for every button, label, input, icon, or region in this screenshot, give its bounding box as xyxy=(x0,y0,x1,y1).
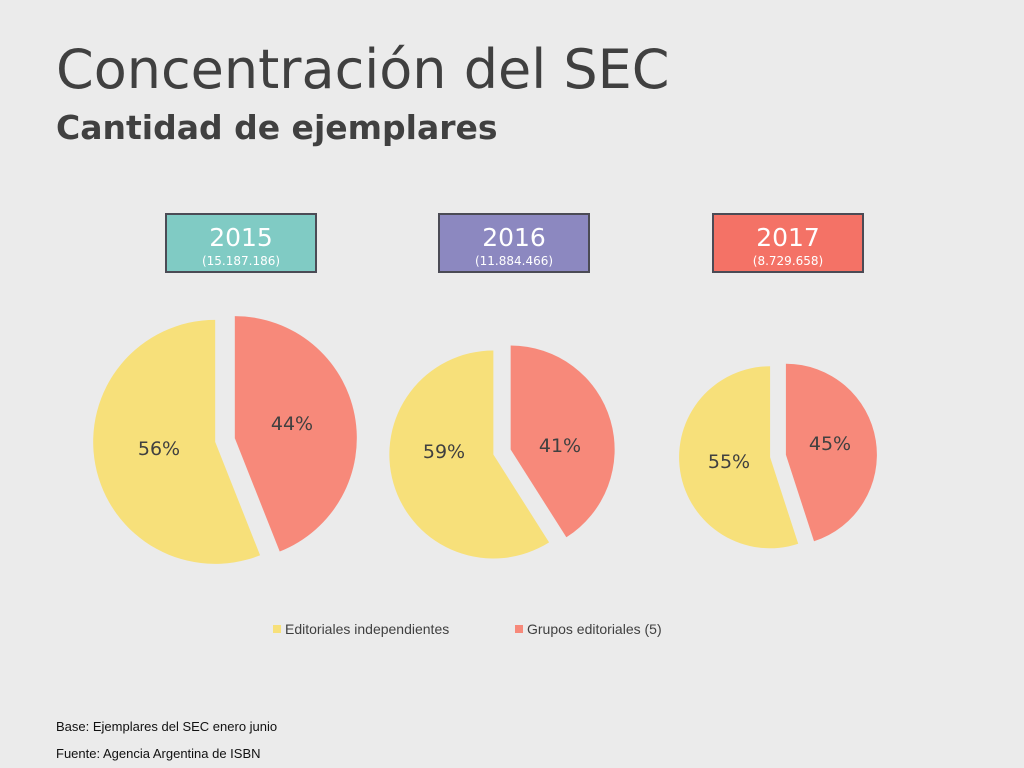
pie-label-2016-independientes: 59% xyxy=(423,441,465,463)
year-label: 2016 xyxy=(482,223,546,252)
pie-slice-2016-independientes xyxy=(389,350,550,559)
pie-label-2015-independientes: 56% xyxy=(138,438,180,460)
year-label: 2017 xyxy=(756,223,820,252)
year-header-2016: 2016 (11.884.466) xyxy=(438,213,590,273)
pie-label-2016-grupos: 41% xyxy=(539,435,581,457)
year-total: (11.884.466) xyxy=(474,254,554,268)
pie-label-2015-grupos: 44% xyxy=(271,413,313,435)
pie-slice-2016-grupos xyxy=(510,345,615,538)
year-header-2015: 2015 (15.187.186) xyxy=(165,213,317,273)
legend-swatch-independientes xyxy=(273,625,281,634)
legend-label: Editoriales independientes xyxy=(285,621,450,637)
page-subtitle: Cantidad de ejemplares xyxy=(56,108,498,147)
legend-item-grupos: Grupos editoriales (5) xyxy=(515,618,662,640)
year-header-2017: 2017 (8.729.658) xyxy=(712,213,864,273)
footnote-base: Base: Ejemplares del SEC enero junio xyxy=(56,719,278,734)
pie-label-2017-grupos: 45% xyxy=(809,433,851,455)
pie-slice-2015-independientes xyxy=(93,319,261,564)
pie-slice-2017-grupos xyxy=(785,363,877,542)
year-total: (8.729.658) xyxy=(752,254,824,268)
legend-item-independientes: Editoriales independientes xyxy=(273,618,449,640)
page-title: Concentración del SEC xyxy=(56,38,670,101)
legend-swatch-grupos xyxy=(515,625,523,634)
footnote-source: Fuente: Agencia Argentina de ISBN xyxy=(56,746,261,761)
pie-slice-2017-independientes xyxy=(679,366,799,549)
year-total: (15.187.186) xyxy=(201,254,281,268)
pie-label-2017-independientes: 55% xyxy=(708,451,750,473)
year-label: 2015 xyxy=(209,223,273,252)
legend-label: Grupos editoriales (5) xyxy=(527,621,662,637)
legend: Editoriales independientes Grupos editor… xyxy=(0,618,1024,640)
pie-slice-2015-grupos xyxy=(234,316,357,552)
